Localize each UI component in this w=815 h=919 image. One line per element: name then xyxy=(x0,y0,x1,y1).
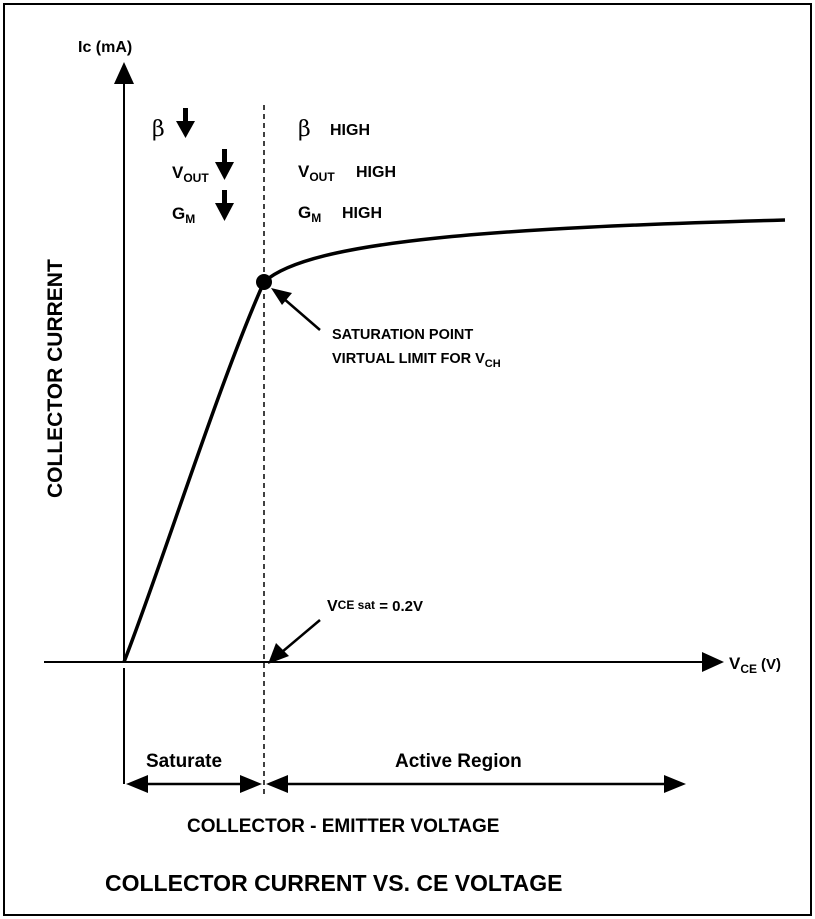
right-gm-state: HIGH xyxy=(342,205,382,222)
saturate-arrow-left-head xyxy=(126,775,148,793)
active-arrow-left-head xyxy=(266,775,288,793)
y-axis-arrowhead xyxy=(114,62,134,84)
active-arrow-right-head xyxy=(664,775,686,793)
beta-down-arrow xyxy=(176,108,195,138)
saturate-label: Saturate xyxy=(146,751,222,772)
right-beta-label: β xyxy=(298,117,311,142)
left-gm-label: GM xyxy=(172,204,195,226)
saturation-point-pointer xyxy=(282,297,321,331)
right-vout-label: VOUT xyxy=(298,162,335,184)
vce-sat-label: VCE sat = 0.2V xyxy=(327,598,423,615)
active-region-label: Active Region xyxy=(395,751,522,772)
saturation-point-pointer-head xyxy=(271,288,292,305)
gm-down-arrow xyxy=(215,190,234,221)
left-beta-label: β xyxy=(152,117,165,142)
x-axis-label: VCE (V) xyxy=(729,654,781,676)
saturate-arrow-right-head xyxy=(240,775,262,793)
right-vout-state: HIGH xyxy=(356,164,396,181)
left-vout-label: VOUT xyxy=(172,163,209,185)
virtual-limit-label: VIRTUAL LIMIT FOR VCH xyxy=(332,351,501,370)
right-gm-label: GM xyxy=(298,203,321,225)
saturation-point-dot xyxy=(256,274,272,290)
vce-sat-pointer xyxy=(281,619,321,653)
y-axis-title: COLLECTOR CURRENT xyxy=(44,259,67,498)
figure-title: COLLECTOR CURRENT VS. CE VOLTAGE xyxy=(105,870,562,896)
vce-sat-pointer-head xyxy=(268,643,289,664)
x-axis-arrowhead xyxy=(702,652,724,672)
vout-down-arrow xyxy=(215,149,234,180)
y-axis-label: Ic (mA) xyxy=(78,39,132,56)
x-axis-title: COLLECTOR - EMITTER VOLTAGE xyxy=(187,816,499,837)
right-beta-state: HIGH xyxy=(330,122,370,139)
ic-vce-curve xyxy=(122,218,786,663)
saturation-point-label: SATURATION POINT xyxy=(332,327,473,343)
figure-frame xyxy=(3,3,812,916)
